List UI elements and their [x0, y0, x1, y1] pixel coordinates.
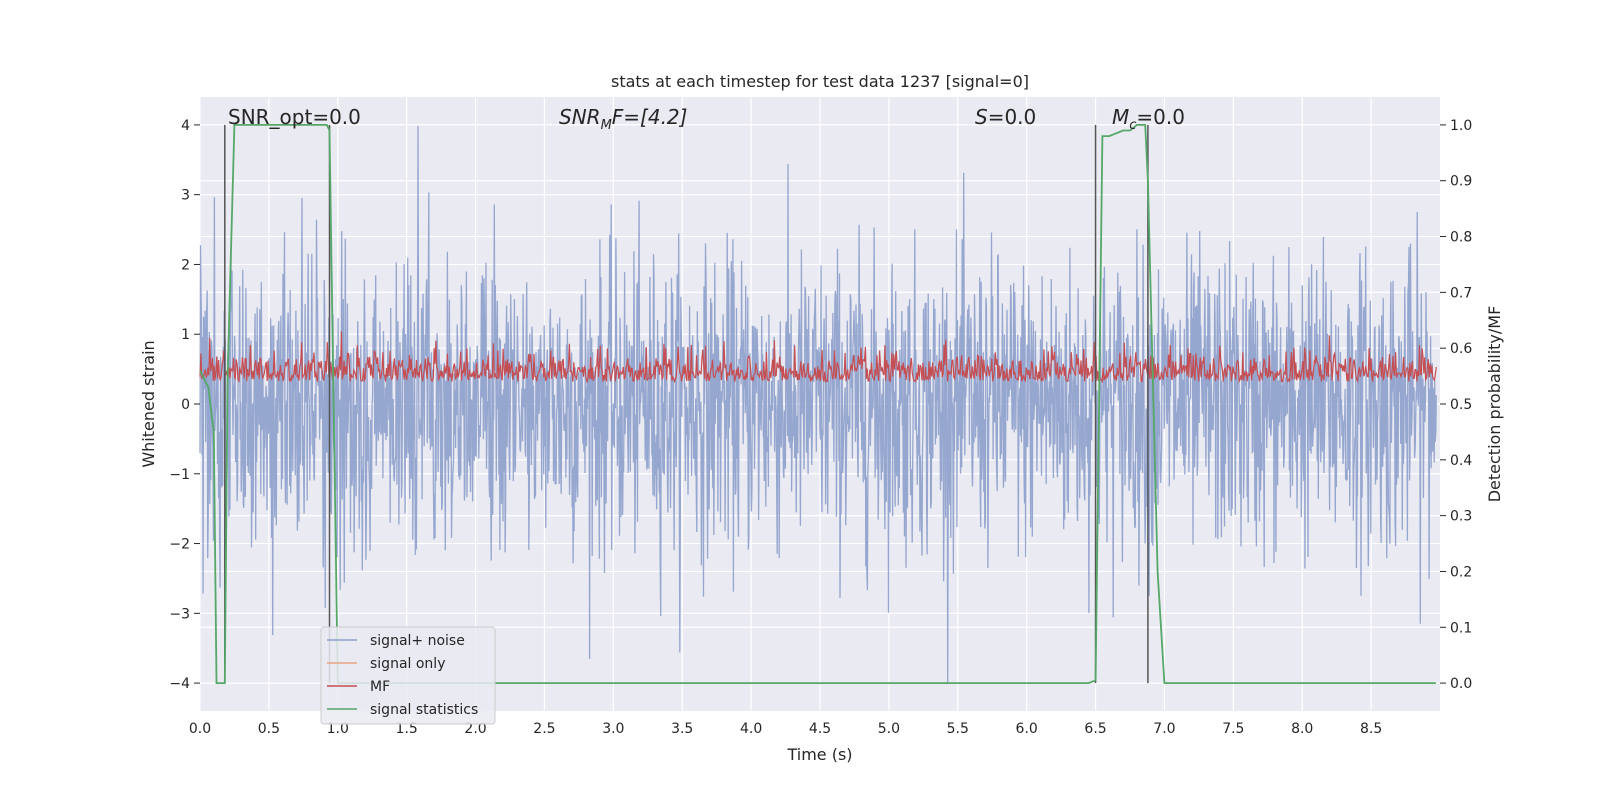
x-tick-label: 4.0 — [740, 721, 762, 737]
y-right-axis-ticks: 0.0 0.1 0.2 0.3 0.4 0.5 0.6 0.7 0.8 0.9 1.0 — [1440, 118, 1472, 692]
legend-label-mf: MF — [370, 679, 390, 695]
x-tick-label: 6.0 — [1016, 721, 1038, 737]
annotation-snr-mf-main: SNR — [559, 105, 601, 129]
annotation-s-main: S — [975, 105, 988, 129]
x-tick-label: 1.0 — [327, 721, 349, 737]
y-left-tick-label: −1 — [169, 467, 190, 483]
annotations: SNR_opt=0.0 SNRMF=[4.2] S=0.0 Mc=0.0 — [228, 105, 1185, 133]
x-tick-label: 2.5 — [533, 721, 555, 737]
y-right-tick-label: 0.8 — [1450, 230, 1472, 246]
y-right-tick-label: 0.5 — [1450, 397, 1472, 413]
x-tick-label: 0.5 — [258, 721, 280, 737]
legend: signal+ noise signal only MF signal stat… — [320, 626, 496, 725]
x-tick-label: 2.0 — [464, 721, 486, 737]
x-tick-label: 7.0 — [1153, 721, 1175, 737]
legend-box — [320, 626, 496, 725]
y-left-tick-label: −3 — [169, 606, 190, 622]
annotation-s: S=0.0 — [975, 105, 1036, 129]
y-right-tick-label: 0.0 — [1450, 676, 1472, 692]
y-right-tick-label: 0.4 — [1450, 453, 1472, 469]
x-tick-label: 1.5 — [396, 721, 418, 737]
x-tick-label: 3.5 — [671, 721, 693, 737]
x-axis-ticks: 0.0 0.5 1.0 1.5 2.0 2.5 3.0 3.5 4.0 4.5 5.0 5.5 6.0 6… — [189, 721, 1382, 737]
series-mf — [199, 331, 1437, 384]
legend-label-signal-noise: signal+ noise — [370, 633, 465, 649]
x-tick-label: 6.5 — [1084, 721, 1106, 737]
legend-label-signal-statistics: signal statistics — [370, 702, 478, 718]
vertical-markers — [224, 124, 1149, 684]
annotation-snr-opt: SNR_opt=0.0 — [228, 105, 361, 129]
x-tick-label: 5.0 — [878, 721, 900, 737]
x-tick-label: 4.5 — [809, 721, 831, 737]
legend-label-signal-only: signal only — [370, 656, 445, 672]
annotation-snr-mf: SNRMF=[4.2] — [559, 105, 687, 133]
annotation-mc-sub: c — [1129, 118, 1136, 133]
annotation-mc: Mc=0.0 — [1112, 105, 1185, 133]
y-left-axis-ticks: −4 −3 −2 −1 0 1 2 3 4 — [169, 118, 200, 692]
x-tick-label: 8.0 — [1291, 721, 1313, 737]
y-right-tick-label: 1.0 — [1450, 118, 1472, 134]
y-right-axis-label: Detection probability/MF — [1485, 306, 1504, 503]
y-right-tick-label: 0.2 — [1450, 564, 1472, 580]
x-tick-label: 0.0 — [189, 721, 211, 737]
y-left-tick-label: 4 — [181, 118, 190, 134]
x-tick-label: 8.5 — [1360, 721, 1382, 737]
x-tick-label: 5.5 — [947, 721, 969, 737]
y-left-tick-label: −2 — [169, 537, 190, 553]
annotation-s-rest: =0.0 — [988, 105, 1037, 129]
annotation-snr-mf-sub: M — [601, 118, 612, 133]
y-left-tick-label: −4 — [169, 676, 190, 692]
annotation-mc-rest: =0.0 — [1136, 105, 1185, 129]
line-mf — [199, 331, 1437, 384]
y-left-tick-label: 1 — [181, 327, 190, 343]
y-left-tick-label: 0 — [181, 397, 190, 413]
x-axis-label: Time (s) — [786, 745, 852, 764]
x-tick-label: 3.0 — [602, 721, 624, 737]
y-right-tick-label: 0.9 — [1450, 174, 1472, 190]
y-left-tick-label: 2 — [181, 257, 190, 273]
y-left-axis-label: Whitened strain — [139, 340, 158, 467]
x-tick-label: 7.5 — [1222, 721, 1244, 737]
y-right-tick-label: 0.7 — [1450, 285, 1472, 301]
annotation-mc-main: M — [1112, 105, 1129, 129]
y-right-tick-label: 0.6 — [1450, 341, 1472, 357]
y-right-tick-label: 0.1 — [1450, 620, 1472, 636]
y-left-tick-label: 3 — [181, 188, 190, 204]
annotation-snr-mf-rest: F=[4.2] — [612, 105, 688, 129]
chart-title: stats at each timestep for test data 123… — [611, 72, 1029, 91]
y-right-tick-label: 0.3 — [1450, 509, 1472, 525]
